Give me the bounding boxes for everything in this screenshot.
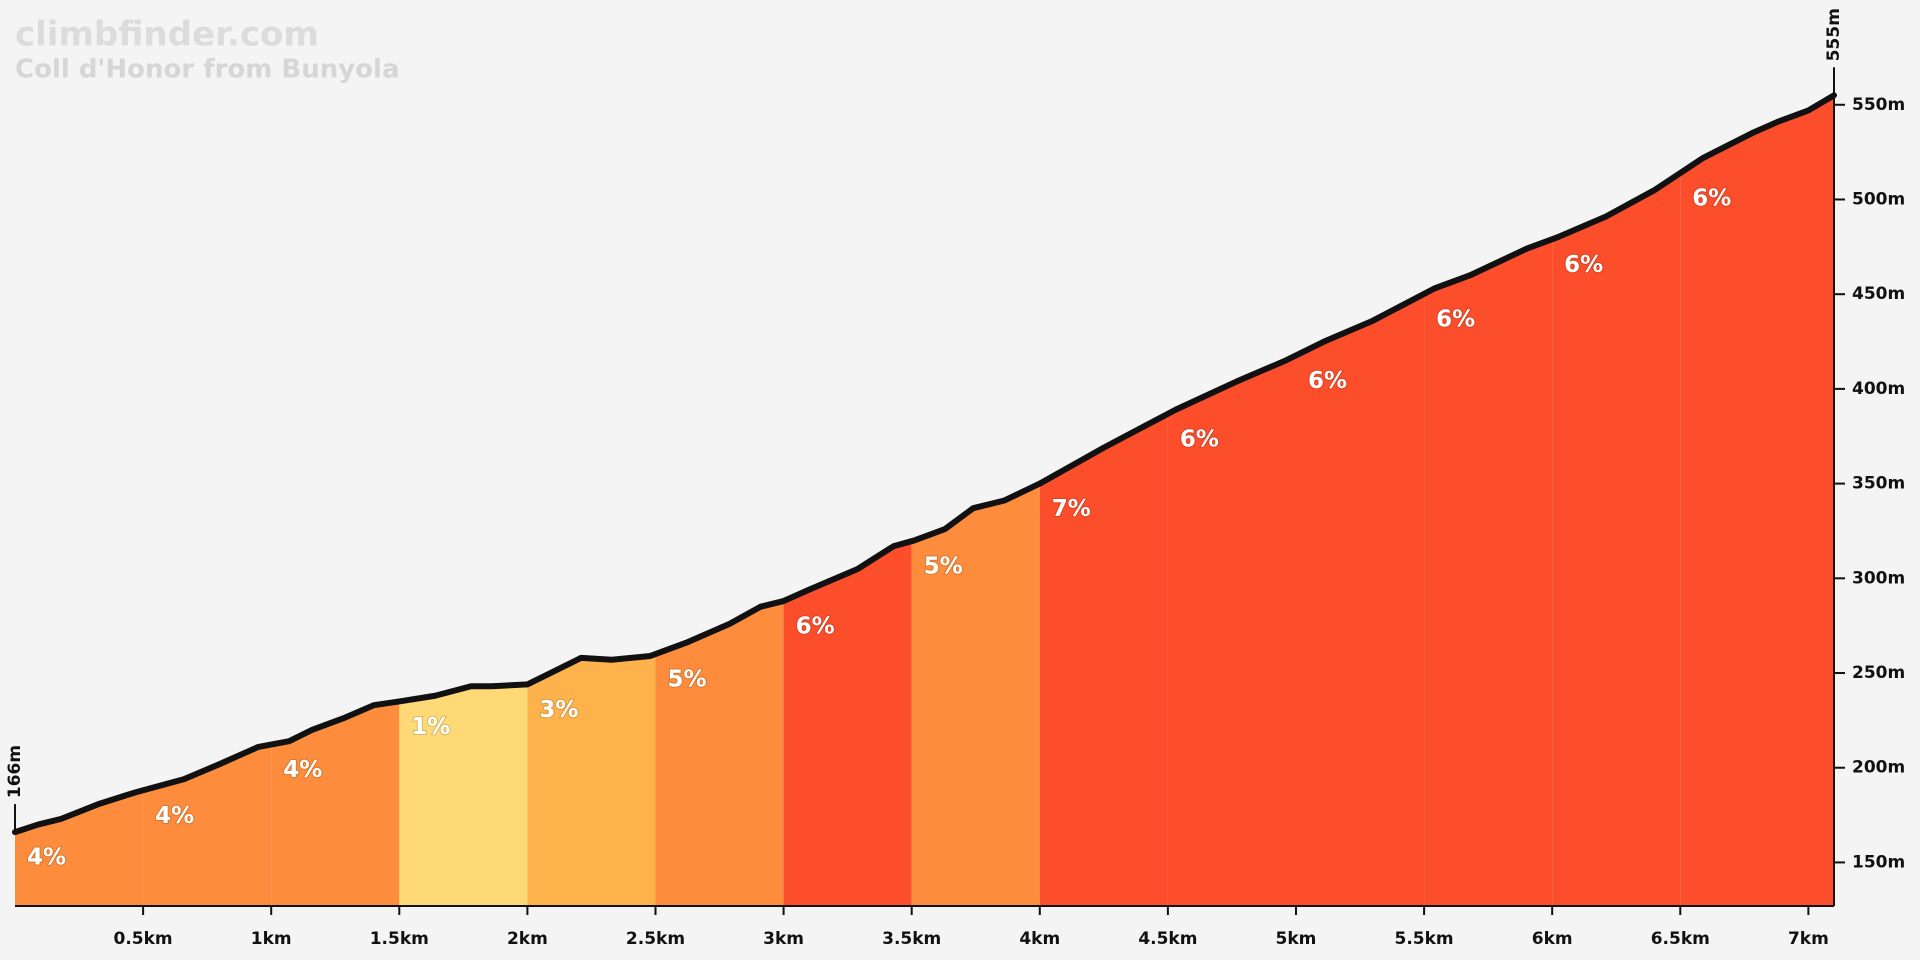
gradient-segment <box>1167 355 1296 907</box>
gradient-label: 6% <box>1692 186 1731 212</box>
annotation-label: 166m <box>5 745 25 798</box>
gradient-segment <box>655 601 784 906</box>
x-tick-label: 4.5km <box>1138 929 1197 949</box>
x-tick-label: 2.5km <box>626 929 685 949</box>
y-tick-label: 550m <box>1852 95 1905 115</box>
gradient-label: 5% <box>667 667 706 693</box>
gradient-segment <box>1295 293 1425 906</box>
chart-subtitle: Coll d'Honor from Bunyola <box>15 55 400 85</box>
x-tick-label: 5.5km <box>1395 929 1454 949</box>
gradient-segment <box>143 744 272 906</box>
gradient-label: 1% <box>411 714 450 740</box>
gradient-segment <box>271 701 400 906</box>
gradient-label: 6% <box>1436 306 1475 332</box>
gradient-segment <box>1424 239 1553 907</box>
y-tick-label: 500m <box>1852 189 1905 209</box>
x-tick-label: 6.5km <box>1651 929 1710 949</box>
gradient-segment <box>399 684 528 906</box>
chart-title: climbfinder.com <box>15 15 319 55</box>
x-tick-label: 3.5km <box>882 929 941 949</box>
x-tick-label: 5km <box>1276 929 1317 949</box>
gradient-label: 6% <box>1308 368 1347 394</box>
y-tick-label: 300m <box>1852 568 1905 588</box>
x-tick-label: 3km <box>763 929 804 949</box>
gradient-label: 4% <box>283 757 322 783</box>
gradient-segment <box>1552 173 1681 906</box>
x-tick-label: 2km <box>507 929 548 949</box>
x-tick-label: 1km <box>251 929 292 949</box>
gradient-label: 4% <box>155 803 194 829</box>
gradient-label: 3% <box>539 697 578 723</box>
gradient-segment <box>15 790 144 906</box>
gradient-segment <box>527 654 656 906</box>
gradient-segment <box>1680 95 1834 906</box>
gradient-label: 5% <box>924 554 963 580</box>
y-tick-label: 400m <box>1852 379 1905 399</box>
y-tick-label: 150m <box>1852 852 1905 872</box>
y-tick-label: 200m <box>1852 758 1905 778</box>
gradient-label: 4% <box>27 845 66 871</box>
elevation-line <box>12 92 1837 836</box>
x-tick-label: 6km <box>1532 929 1573 949</box>
gradient-segment <box>1039 413 1168 906</box>
y-tick-label: 350m <box>1852 474 1905 494</box>
gradient-label: 6% <box>796 614 835 640</box>
x-tick-label: 4km <box>1019 929 1060 949</box>
gradient-label: 6% <box>1180 426 1219 452</box>
x-tick-label: 0.5km <box>114 929 173 949</box>
x-tick-label: 7km <box>1788 929 1829 949</box>
x-tick-label: 1.5km <box>370 929 429 949</box>
annotation-label: 555m <box>1824 8 1844 61</box>
y-tick-label: 450m <box>1852 284 1905 304</box>
gradient-segment <box>911 483 1040 906</box>
gradient-label: 6% <box>1564 252 1603 278</box>
gradient-segment <box>783 541 912 906</box>
y-tick-label: 250m <box>1852 663 1905 683</box>
gradient-label: 7% <box>1052 496 1091 522</box>
